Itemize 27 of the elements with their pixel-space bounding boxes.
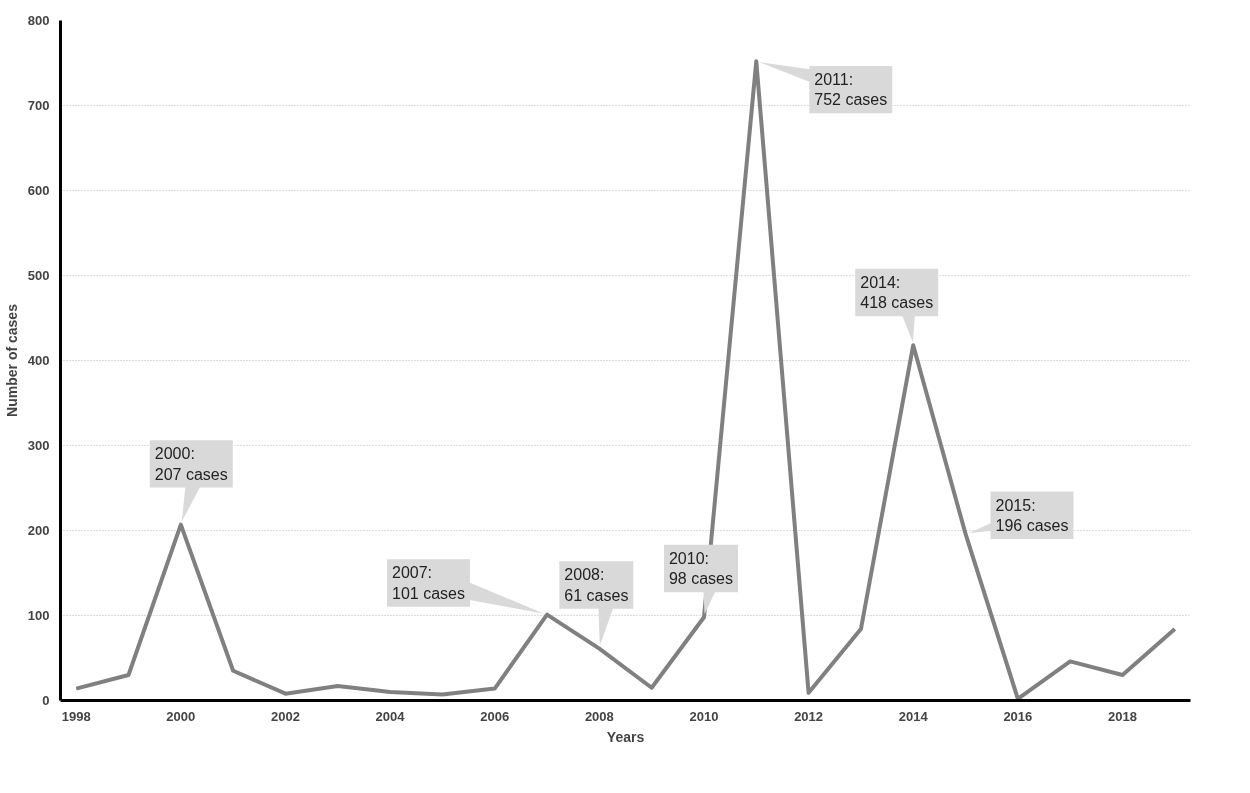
x-tick-label: 2012: [794, 708, 824, 724]
y-tick-label: 600: [27, 183, 50, 198]
y-tick-label: 800: [27, 13, 50, 28]
y-tick-label: 200: [27, 523, 50, 538]
x-tick-label: 2018: [1108, 708, 1137, 724]
x-tick-label: 2014: [898, 708, 929, 724]
y-tick-label: 300: [27, 438, 50, 453]
x-tick-label: 2006: [480, 708, 510, 724]
x-tick-label: 2010: [689, 708, 719, 724]
annotation: 2008: 61 cases: [564, 566, 629, 604]
x-tick-label: 2000: [166, 708, 196, 724]
y-tick-label: 700: [27, 98, 50, 113]
y-tick-label: 400: [27, 353, 50, 368]
annotation: 2007: 101 cases: [392, 564, 465, 602]
y-tick-label: 0: [42, 693, 50, 708]
y-tick-label: 100: [27, 608, 50, 623]
annotation: 2010: 98 cases: [668, 549, 734, 588]
y-tick-label: 500: [27, 268, 50, 283]
x-tick-label: 2008: [584, 708, 614, 724]
x-tick-label: 1998: [61, 708, 91, 724]
x-tick-label: 2004: [375, 708, 406, 724]
y-axis-title: Number of cases: [3, 303, 20, 417]
x-tick-label: 2016: [1003, 708, 1033, 724]
annotation: 2000: 207 cases: [154, 445, 228, 483]
x-axis-title: Years: [606, 728, 645, 745]
x-tick-label: 2002: [270, 708, 300, 724]
annotation: 2014: 418 cases: [860, 273, 934, 312]
